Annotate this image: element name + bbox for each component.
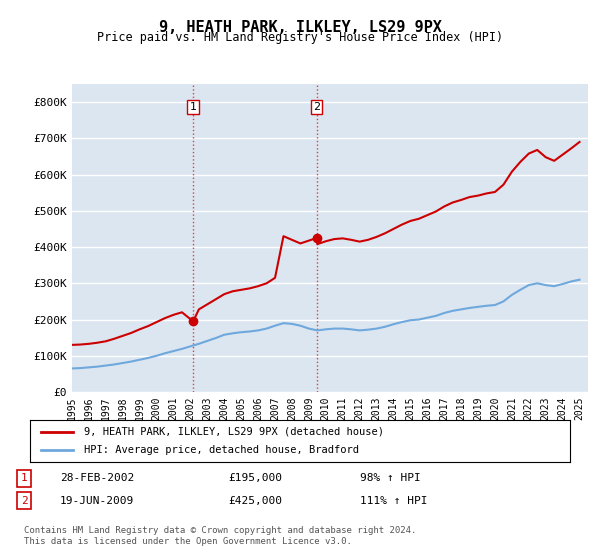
Text: 9, HEATH PARK, ILKLEY, LS29 9PX: 9, HEATH PARK, ILKLEY, LS29 9PX bbox=[158, 20, 442, 35]
Text: Price paid vs. HM Land Registry's House Price Index (HPI): Price paid vs. HM Land Registry's House … bbox=[97, 31, 503, 44]
Text: Contains HM Land Registry data © Crown copyright and database right 2024.
This d: Contains HM Land Registry data © Crown c… bbox=[24, 526, 416, 546]
Text: 2: 2 bbox=[20, 496, 28, 506]
Text: 111% ↑ HPI: 111% ↑ HPI bbox=[360, 496, 427, 506]
Text: 19-JUN-2009: 19-JUN-2009 bbox=[60, 496, 134, 506]
Text: 1: 1 bbox=[20, 473, 28, 483]
Text: £425,000: £425,000 bbox=[228, 496, 282, 506]
Text: 28-FEB-2002: 28-FEB-2002 bbox=[60, 473, 134, 483]
Text: £195,000: £195,000 bbox=[228, 473, 282, 483]
Text: 98% ↑ HPI: 98% ↑ HPI bbox=[360, 473, 421, 483]
Text: 2: 2 bbox=[313, 102, 320, 112]
Text: 1: 1 bbox=[190, 102, 197, 112]
Text: HPI: Average price, detached house, Bradford: HPI: Average price, detached house, Brad… bbox=[84, 445, 359, 455]
Text: 9, HEATH PARK, ILKLEY, LS29 9PX (detached house): 9, HEATH PARK, ILKLEY, LS29 9PX (detache… bbox=[84, 427, 384, 437]
